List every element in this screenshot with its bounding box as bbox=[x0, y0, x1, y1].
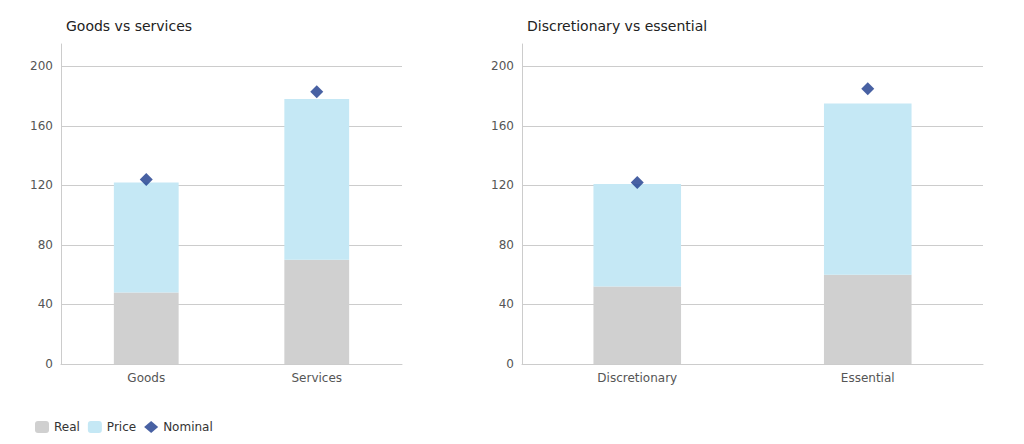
svg-text:Goods vs services: Goods vs services bbox=[66, 18, 192, 34]
svg-text:Goods: Goods bbox=[127, 371, 165, 385]
svg-text:0: 0 bbox=[506, 357, 514, 371]
svg-text:Discretionary vs essential: Discretionary vs essential bbox=[527, 18, 707, 34]
svg-text:160: 160 bbox=[491, 119, 514, 133]
svg-text:Nominal: Nominal bbox=[163, 420, 213, 434]
svg-text:160: 160 bbox=[30, 119, 53, 133]
svg-text:120: 120 bbox=[491, 178, 514, 192]
svg-text:80: 80 bbox=[38, 238, 53, 252]
svg-text:Discretionary: Discretionary bbox=[597, 371, 677, 385]
svg-text:Services: Services bbox=[291, 371, 342, 385]
svg-text:200: 200 bbox=[30, 59, 53, 73]
svg-text:0: 0 bbox=[45, 357, 53, 371]
svg-text:80: 80 bbox=[499, 238, 514, 252]
svg-text:Essential: Essential bbox=[841, 371, 895, 385]
svg-text:Price: Price bbox=[107, 420, 136, 434]
svg-text:120: 120 bbox=[30, 178, 53, 192]
svg-text:200: 200 bbox=[491, 59, 514, 73]
svg-text:40: 40 bbox=[38, 297, 53, 311]
svg-text:Real: Real bbox=[54, 420, 80, 434]
svg-text:40: 40 bbox=[499, 297, 514, 311]
